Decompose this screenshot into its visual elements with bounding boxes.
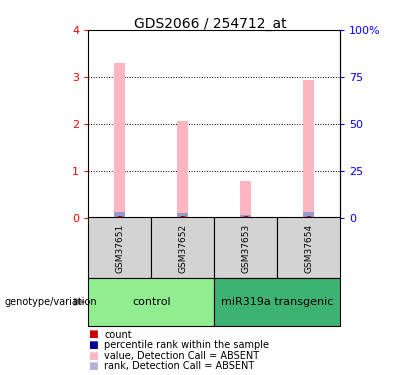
Bar [303, 212, 315, 217]
Bar [214, 217, 277, 278]
Text: ■: ■ [88, 330, 98, 339]
Bar [214, 278, 340, 326]
Bar [244, 216, 248, 217]
Text: GDS2066 / 254712_at: GDS2066 / 254712_at [134, 17, 286, 31]
Text: percentile rank within the sample: percentile rank within the sample [104, 340, 269, 350]
Bar [114, 212, 126, 217]
Text: GSM37651: GSM37651 [115, 224, 124, 273]
Text: rank, Detection Call = ABSENT: rank, Detection Call = ABSENT [104, 361, 255, 371]
Text: control: control [132, 297, 171, 307]
Bar [240, 181, 252, 218]
Bar [114, 63, 126, 217]
Bar [307, 216, 311, 217]
Text: GSM37654: GSM37654 [304, 224, 313, 273]
Text: GSM37652: GSM37652 [178, 224, 187, 273]
Polygon shape [74, 297, 86, 306]
Text: GSM37653: GSM37653 [241, 224, 250, 273]
Text: value, Detection Call = ABSENT: value, Detection Call = ABSENT [104, 351, 259, 360]
Text: ■: ■ [88, 340, 98, 350]
Text: genotype/variation: genotype/variation [4, 297, 97, 307]
Text: miR319a transgenic: miR319a transgenic [221, 297, 333, 307]
Text: ■: ■ [88, 361, 98, 371]
Bar [118, 216, 122, 217]
Bar [181, 216, 185, 217]
Bar [88, 217, 151, 278]
Bar [277, 217, 340, 278]
Text: count: count [104, 330, 132, 339]
Text: ■: ■ [88, 351, 98, 360]
Bar [177, 122, 189, 218]
Bar [303, 80, 315, 218]
Bar [240, 215, 252, 217]
Bar [88, 278, 214, 326]
Bar [151, 217, 214, 278]
Bar [177, 213, 189, 217]
